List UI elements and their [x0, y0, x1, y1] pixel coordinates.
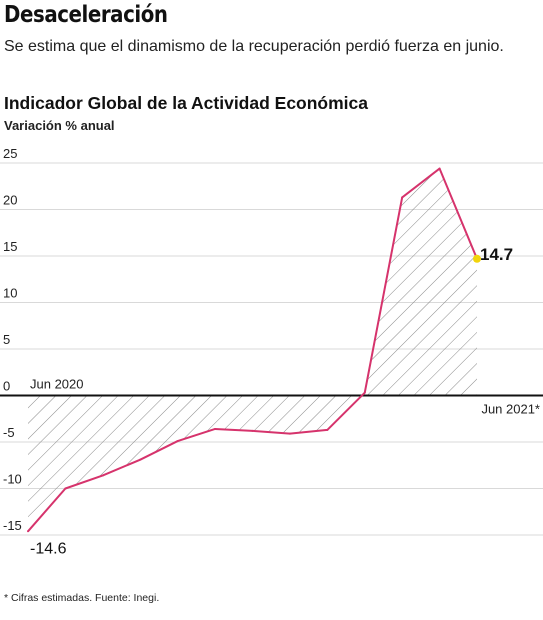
last-point-marker — [473, 254, 481, 263]
y-tick-label: -5 — [3, 425, 15, 440]
y-tick-label: 5 — [3, 332, 10, 347]
headline: Desaceleración — [4, 2, 168, 28]
y-tick-label: 0 — [3, 379, 10, 394]
chart-subtitle: Variación % anual — [4, 118, 115, 133]
data-point — [363, 391, 366, 394]
end-value-label: 14.7 — [480, 245, 513, 264]
data-point — [139, 458, 142, 461]
y-tick-label: -10 — [3, 472, 22, 487]
annotations: Jun 2020 Jun 2021* -14.6 14.7 — [30, 245, 540, 557]
y-tick-label: 15 — [3, 239, 17, 254]
data-point — [288, 432, 291, 435]
data-point — [251, 429, 254, 432]
line-area-chart: -15 -10 -5 0 5 10 15 20 25 Jun 2020 Jun 2021* -14.… — [0, 146, 543, 557]
data-point — [27, 530, 29, 533]
series-line — [27, 167, 481, 533]
y-tick-label: 10 — [3, 286, 17, 301]
y-tick-label: 25 — [3, 146, 17, 161]
start-date-label: Jun 2020 — [30, 377, 84, 392]
data-point — [176, 440, 179, 443]
data-point — [64, 487, 67, 490]
data-point — [101, 474, 104, 477]
y-tick-labels: -15 -10 -5 0 5 10 15 20 25 — [3, 146, 22, 533]
end-date-label: Jun 2021* — [481, 402, 540, 417]
start-value-label: -14.6 — [30, 540, 67, 557]
data-point — [214, 427, 217, 430]
hatched-area — [28, 168, 477, 532]
data-point — [438, 167, 441, 170]
data-point — [326, 428, 329, 431]
y-tick-label: -15 — [3, 518, 22, 533]
footnote: * Cifras estimadas. Fuente: Inegi. — [4, 592, 160, 604]
area-fill — [28, 168, 477, 532]
chart-title: Indicador Global de la Actividad Económi… — [4, 93, 369, 113]
data-point — [401, 196, 404, 199]
subhead: Se estima que el dinamismo de la recuper… — [4, 38, 504, 55]
y-tick-label: 20 — [3, 193, 17, 208]
